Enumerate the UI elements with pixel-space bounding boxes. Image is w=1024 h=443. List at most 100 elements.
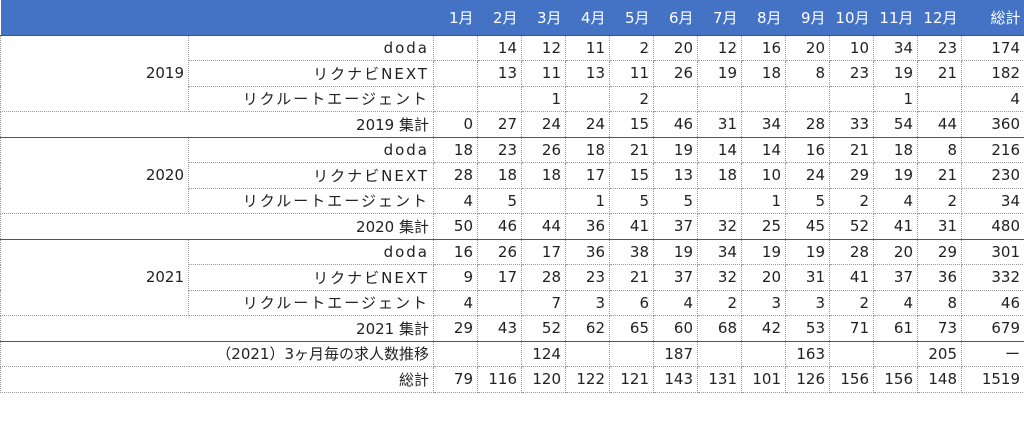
year-cell: 2021 — [0, 238, 189, 316]
value-cell: 23 — [829, 60, 874, 87]
value-cell: 5 — [785, 187, 830, 214]
value-cell: 73 — [917, 315, 962, 342]
value-cell — [477, 289, 522, 316]
value-cell — [521, 187, 566, 214]
value-cell: 24 — [785, 162, 830, 189]
value-cell: 1 — [521, 85, 566, 112]
value-cell: 13 — [653, 162, 698, 189]
value-cell: 19 — [697, 60, 742, 87]
total-header: 総計 — [961, 0, 1024, 35]
header-cell — [0, 0, 189, 35]
value-cell: 13 — [565, 60, 610, 87]
total-cell: 480 — [961, 213, 1024, 240]
total-cell: 46 — [961, 289, 1024, 316]
value-cell: 46 — [653, 111, 698, 138]
total-cell: 360 — [961, 111, 1024, 138]
month-header: 12月 — [917, 0, 962, 35]
value-cell: 52 — [521, 315, 566, 342]
value-cell: 17 — [565, 162, 610, 189]
table-row: リクナビNEXT 28 18 18 17 15 13 18 10 24 29 19 21 230 — [1, 162, 1024, 189]
month-header: 3月 — [521, 0, 566, 35]
grand-total-label: 総計 — [0, 366, 434, 393]
month-header: 10月 — [829, 0, 874, 35]
value-cell — [433, 85, 478, 112]
value-cell: 79 — [433, 366, 478, 393]
value-cell: 60 — [653, 315, 698, 342]
value-cell: 2 — [917, 187, 962, 214]
value-cell: 122 — [565, 366, 610, 393]
value-cell: 2 — [609, 34, 654, 61]
value-cell: 8 — [917, 289, 962, 316]
value-cell: 10 — [741, 162, 786, 189]
value-cell: 46 — [477, 213, 522, 240]
value-cell — [565, 85, 610, 112]
value-cell: 34 — [873, 34, 918, 61]
value-cell: 42 — [741, 315, 786, 342]
value-cell — [741, 85, 786, 112]
value-cell — [433, 60, 478, 87]
value-cell — [829, 340, 874, 367]
value-cell: 37 — [653, 264, 698, 291]
value-cell: 21 — [609, 264, 654, 291]
value-cell: 18 — [741, 60, 786, 87]
value-cell: 62 — [565, 315, 610, 342]
total-cell: 216 — [961, 136, 1024, 163]
value-cell: 23 — [565, 264, 610, 291]
value-cell: 20 — [785, 34, 830, 61]
value-cell: 7 — [521, 289, 566, 316]
value-cell: 5 — [609, 187, 654, 214]
month-header: 4月 — [565, 0, 610, 35]
value-cell: 1 — [565, 187, 610, 214]
source-label: リクナビNEXT — [188, 264, 434, 291]
value-cell: 68 — [697, 315, 742, 342]
subtotal-label: 2019 集計 — [0, 111, 434, 138]
value-cell: 37 — [653, 213, 698, 240]
value-cell: 1 — [741, 187, 786, 214]
value-cell — [565, 340, 610, 367]
value-cell: 3 — [785, 289, 830, 316]
value-cell: 65 — [609, 315, 654, 342]
value-cell: 121 — [609, 366, 654, 393]
table-row: リクルートエージェント 4 5 1 5 5 1 5 2 4 2 34 — [1, 187, 1024, 214]
total-cell: 301 — [961, 238, 1024, 265]
value-cell: 31 — [697, 111, 742, 138]
value-cell: 16 — [785, 136, 830, 163]
value-cell: 19 — [741, 238, 786, 265]
source-label: リクルートエージェント — [188, 187, 434, 214]
month-header: 7月 — [697, 0, 742, 35]
value-cell: 14 — [477, 34, 522, 61]
value-cell: 34 — [697, 238, 742, 265]
value-cell — [433, 34, 478, 61]
value-cell: 5 — [477, 187, 522, 214]
total-cell: 174 — [961, 34, 1024, 61]
value-cell: 21 — [917, 60, 962, 87]
value-cell: 71 — [829, 315, 874, 342]
value-cell: 124 — [521, 340, 566, 367]
value-cell: 1 — [873, 85, 918, 112]
total-cell: 332 — [961, 264, 1024, 291]
value-cell: 29 — [433, 315, 478, 342]
value-cell: 9 — [433, 264, 478, 291]
value-cell: 19 — [785, 238, 830, 265]
value-cell: 0 — [433, 111, 478, 138]
value-cell: 21 — [917, 162, 962, 189]
source-label: doda — [188, 136, 434, 163]
pivot-table: 1月 2月 3月 4月 5月 6月 7月 8月 9月 10月 11月 12月 総計 2019 doda 14 1… — [0, 0, 1024, 393]
value-cell: 6 — [609, 289, 654, 316]
value-cell: 19 — [653, 136, 698, 163]
subtotal-label: 2020 集計 — [0, 213, 434, 240]
value-cell: 143 — [653, 366, 698, 393]
total-cell: 230 — [961, 162, 1024, 189]
month-header: 9月 — [785, 0, 830, 35]
source-label: リクナビNEXT — [188, 162, 434, 189]
source-label: リクナビNEXT — [188, 60, 434, 87]
source-label: doda — [188, 34, 434, 61]
value-cell: 8 — [785, 60, 830, 87]
value-cell: 37 — [873, 264, 918, 291]
value-cell: 21 — [829, 136, 874, 163]
value-cell: 23 — [477, 136, 522, 163]
value-cell: 19 — [873, 60, 918, 87]
value-cell: 12 — [521, 34, 566, 61]
value-cell: 27 — [477, 111, 522, 138]
value-cell: 8 — [917, 136, 962, 163]
